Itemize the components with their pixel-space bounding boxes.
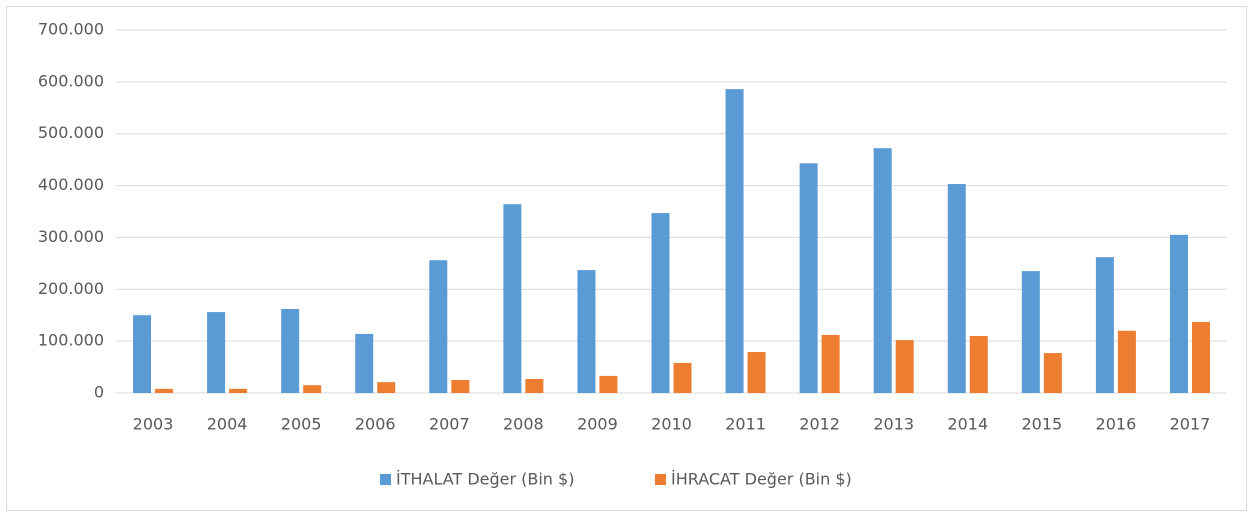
bar — [673, 362, 692, 393]
bar — [303, 385, 322, 393]
bar — [969, 335, 988, 393]
bar — [355, 333, 374, 393]
bar — [451, 380, 470, 393]
bar — [429, 260, 448, 393]
x-tick-label: 2010 — [651, 415, 692, 434]
bar — [725, 89, 744, 394]
bar — [229, 388, 248, 393]
legend-label: İTHALAT Değer (Bin $) — [396, 470, 574, 489]
bar — [1191, 321, 1210, 393]
bar — [651, 213, 670, 393]
x-tick-label: 2017 — [1170, 415, 1211, 434]
x-tick-label: 2005 — [281, 415, 322, 434]
x-tick-label: 2003 — [133, 415, 174, 434]
x-tick-label: 2015 — [1021, 415, 1062, 434]
bar — [577, 270, 596, 393]
bar — [599, 375, 618, 393]
bar — [1021, 271, 1040, 393]
y-tick-label: 600.000 — [38, 71, 104, 90]
x-tick-label: 2009 — [577, 415, 618, 434]
bar — [947, 184, 966, 393]
bar — [747, 352, 766, 393]
y-tick-label: 300.000 — [38, 227, 104, 246]
bar — [377, 382, 396, 393]
bar — [503, 204, 522, 393]
bar — [525, 378, 544, 393]
bar — [873, 148, 892, 393]
legend-swatch — [380, 474, 391, 485]
bar — [281, 308, 300, 393]
x-tick-label: 2007 — [429, 415, 470, 434]
bar — [133, 315, 152, 393]
bar — [895, 340, 914, 393]
y-tick-label: 400.000 — [38, 175, 104, 194]
bar — [1095, 257, 1114, 393]
legend-swatch — [655, 474, 666, 485]
x-tick-label: 2016 — [1096, 415, 1137, 434]
bar — [1043, 353, 1062, 393]
x-tick-label: 2006 — [355, 415, 396, 434]
bar — [1169, 234, 1188, 393]
y-tick-label: 0 — [94, 383, 104, 402]
y-tick-label: 500.000 — [38, 123, 104, 142]
y-tick-label: 200.000 — [38, 279, 104, 298]
x-tick-label: 2013 — [873, 415, 914, 434]
bar — [207, 312, 226, 393]
bar — [799, 163, 818, 393]
x-tick-label: 2008 — [503, 415, 544, 434]
x-tick-label: 2014 — [947, 415, 988, 434]
bar — [821, 334, 840, 393]
y-tick-label: 100.000 — [38, 331, 104, 350]
y-tick-label: 700.000 — [38, 20, 104, 39]
legend-label: İHRACAT Değer (Bin $) — [671, 470, 852, 489]
bar — [155, 388, 174, 393]
x-tick-label: 2004 — [207, 415, 248, 434]
bar — [1117, 330, 1136, 393]
chart-frame — [6, 6, 1247, 511]
x-tick-label: 2012 — [799, 415, 840, 434]
x-tick-label: 2011 — [725, 415, 766, 434]
